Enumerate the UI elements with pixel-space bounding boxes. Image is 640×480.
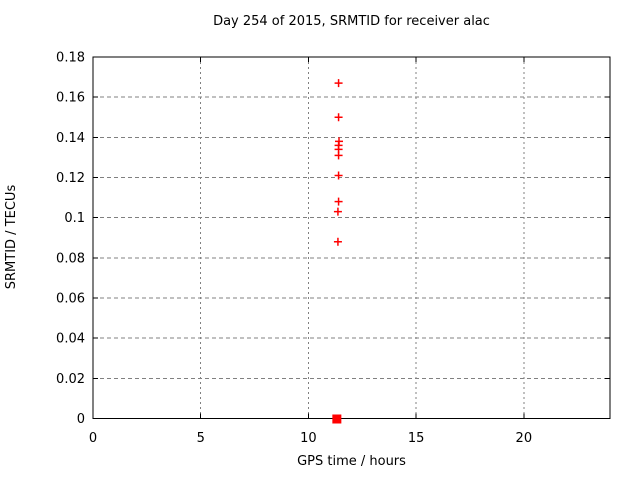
y-tick-label: 0.08 <box>56 251 85 266</box>
y-tick-label: 0 <box>77 412 85 427</box>
y-tick-label: 0.04 <box>56 332 85 347</box>
y-axis-label: SRMTID / TECUs <box>4 184 19 290</box>
y-tick-label: 0.06 <box>56 292 85 307</box>
plot-frame <box>92 56 611 419</box>
x-tick-label: 0 <box>89 431 97 446</box>
x-axis-label: GPS time / hours <box>297 454 406 469</box>
x-tick-label: 10 <box>300 431 317 446</box>
x-tick-label: 20 <box>516 431 533 446</box>
chart-title: Day 254 of 2015, SRMTID for receiver ala… <box>213 14 490 29</box>
y-tick-label: 0.12 <box>56 171 85 186</box>
y-tick-label: 0.02 <box>56 372 85 387</box>
y-tick-label: 0.1 <box>64 211 85 226</box>
y-tick-label: 0.16 <box>56 91 85 106</box>
x-tick-label: 15 <box>408 431 425 446</box>
data-point-square <box>332 414 342 424</box>
x-tick-label: 5 <box>197 431 205 446</box>
y-tick-label: 0.18 <box>56 51 85 66</box>
y-tick-label: 0.14 <box>56 131 85 146</box>
